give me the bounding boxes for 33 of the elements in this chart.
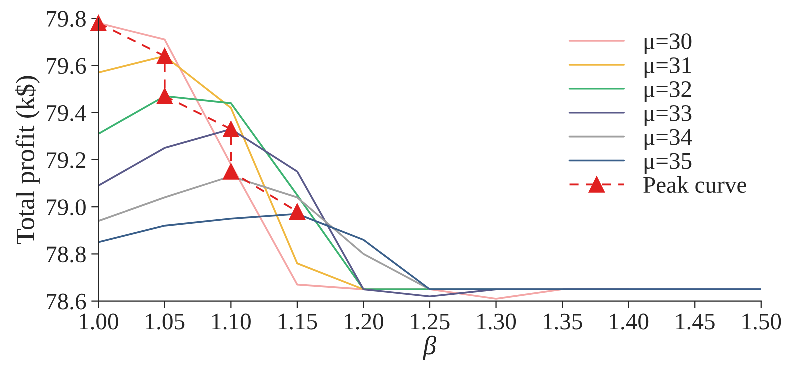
point	[223, 164, 240, 180]
x-tick-label: 1.00	[80, 314, 118, 330]
point	[156, 88, 174, 105]
y-axis-title: Total profit (k$)	[15, 76, 40, 244]
x-tick-label: 1.05	[146, 314, 185, 330]
y-tick-label: 79.0	[47, 200, 86, 216]
x-tick-label: 1.20	[345, 314, 384, 330]
x-tick-label: 1.45	[676, 314, 715, 330]
legend-label: μ=32	[644, 82, 692, 102]
x-tick-label: 1.35	[544, 314, 582, 330]
point	[90, 15, 107, 32]
legend-label: μ=33	[644, 105, 692, 126]
x-tick-label: 1.25	[411, 314, 450, 330]
x-tick-label: 1.40	[610, 314, 649, 330]
x-tick-label: 1.50	[742, 314, 782, 330]
y-tick-label: 78.6	[47, 294, 86, 310]
legend-label: Peak curve	[644, 176, 746, 194]
legend-label: μ=34	[644, 129, 692, 150]
legend-label: μ=35	[644, 153, 692, 174]
x-tick-label: 1.30	[478, 314, 516, 330]
legend-label: μ=30	[644, 34, 692, 54]
y-tick-label: 79.4	[47, 105, 86, 122]
y-tick-label: 79.6	[47, 58, 86, 74]
point	[289, 204, 306, 220]
y-tick-label: 78.8	[47, 246, 86, 263]
x-axis-title: β	[423, 336, 437, 360]
point	[156, 48, 174, 64]
y-tick-label: 79.2	[47, 152, 86, 168]
point	[223, 121, 240, 138]
x-tick-label: 1.10	[212, 314, 251, 330]
y-tick-label: 79.8	[47, 11, 86, 28]
x-tick-label: 1.15	[278, 314, 318, 330]
legend-label: μ=31	[644, 58, 692, 78]
